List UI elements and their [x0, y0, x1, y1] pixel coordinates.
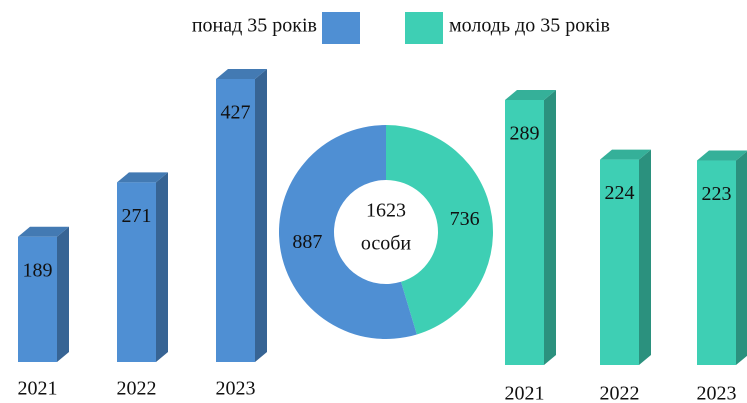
x-tick-label: 2021 [505, 383, 545, 403]
x-tick-label: 2021 [18, 378, 58, 400]
bar-side [57, 226, 69, 362]
bar-top [505, 90, 556, 100]
x-tick-label: 2022 [600, 383, 640, 403]
bar-side [544, 90, 556, 365]
bar [117, 182, 156, 362]
x-tick-label: 2022 [117, 378, 157, 400]
bar-side [736, 151, 747, 365]
data-label: 736 [450, 208, 480, 230]
bar [600, 159, 639, 365]
x-tick-label: 2023 [216, 378, 256, 400]
center-label: особи [361, 233, 412, 255]
legend-label: молодь до 35 років [449, 15, 610, 37]
data-label: 271 [122, 205, 152, 227]
bar-top [117, 172, 168, 183]
data-label: 223 [702, 183, 732, 205]
legend-swatch [322, 12, 360, 44]
bar [697, 160, 736, 365]
bar [216, 79, 255, 362]
legend-swatch [405, 12, 443, 44]
bar-side [255, 69, 267, 362]
bar-top [216, 69, 267, 79]
bar-top [697, 150, 747, 161]
data-label: 427 [221, 102, 251, 124]
data-label: 289 [510, 123, 540, 145]
bar-side [156, 172, 168, 362]
legend-label: понад 35 років [192, 15, 317, 37]
donut-slice [386, 125, 493, 335]
bar-top [18, 226, 69, 237]
center-value: 1623 [366, 200, 406, 222]
bar [505, 100, 544, 365]
data-label: 224 [605, 182, 635, 204]
donut-slice [278, 125, 417, 339]
bar [18, 236, 57, 362]
data-label: 189 [23, 259, 53, 281]
bar-side [639, 149, 651, 365]
x-tick-label: 2023 [697, 383, 737, 403]
data-label: 887 [292, 231, 322, 253]
bar-top [600, 149, 651, 160]
